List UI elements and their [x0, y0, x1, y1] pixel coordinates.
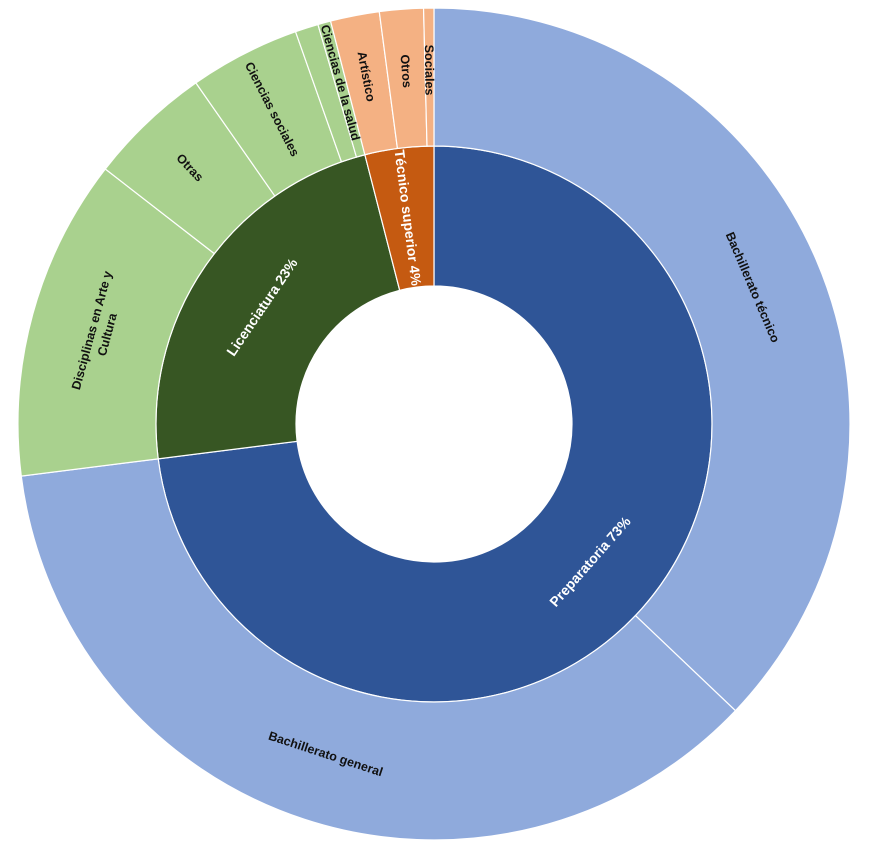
outer-slice-bachillerato-tecnico [433, 7, 851, 712]
outer-label-otros: Otros [398, 54, 415, 88]
outer-label-sociales: Sociales [422, 45, 437, 96]
outer-ring [17, 7, 851, 841]
outer-slice-bachillerato-general [20, 458, 737, 841]
inner-ring [155, 145, 713, 703]
outer-slice-sociales [422, 7, 435, 147]
